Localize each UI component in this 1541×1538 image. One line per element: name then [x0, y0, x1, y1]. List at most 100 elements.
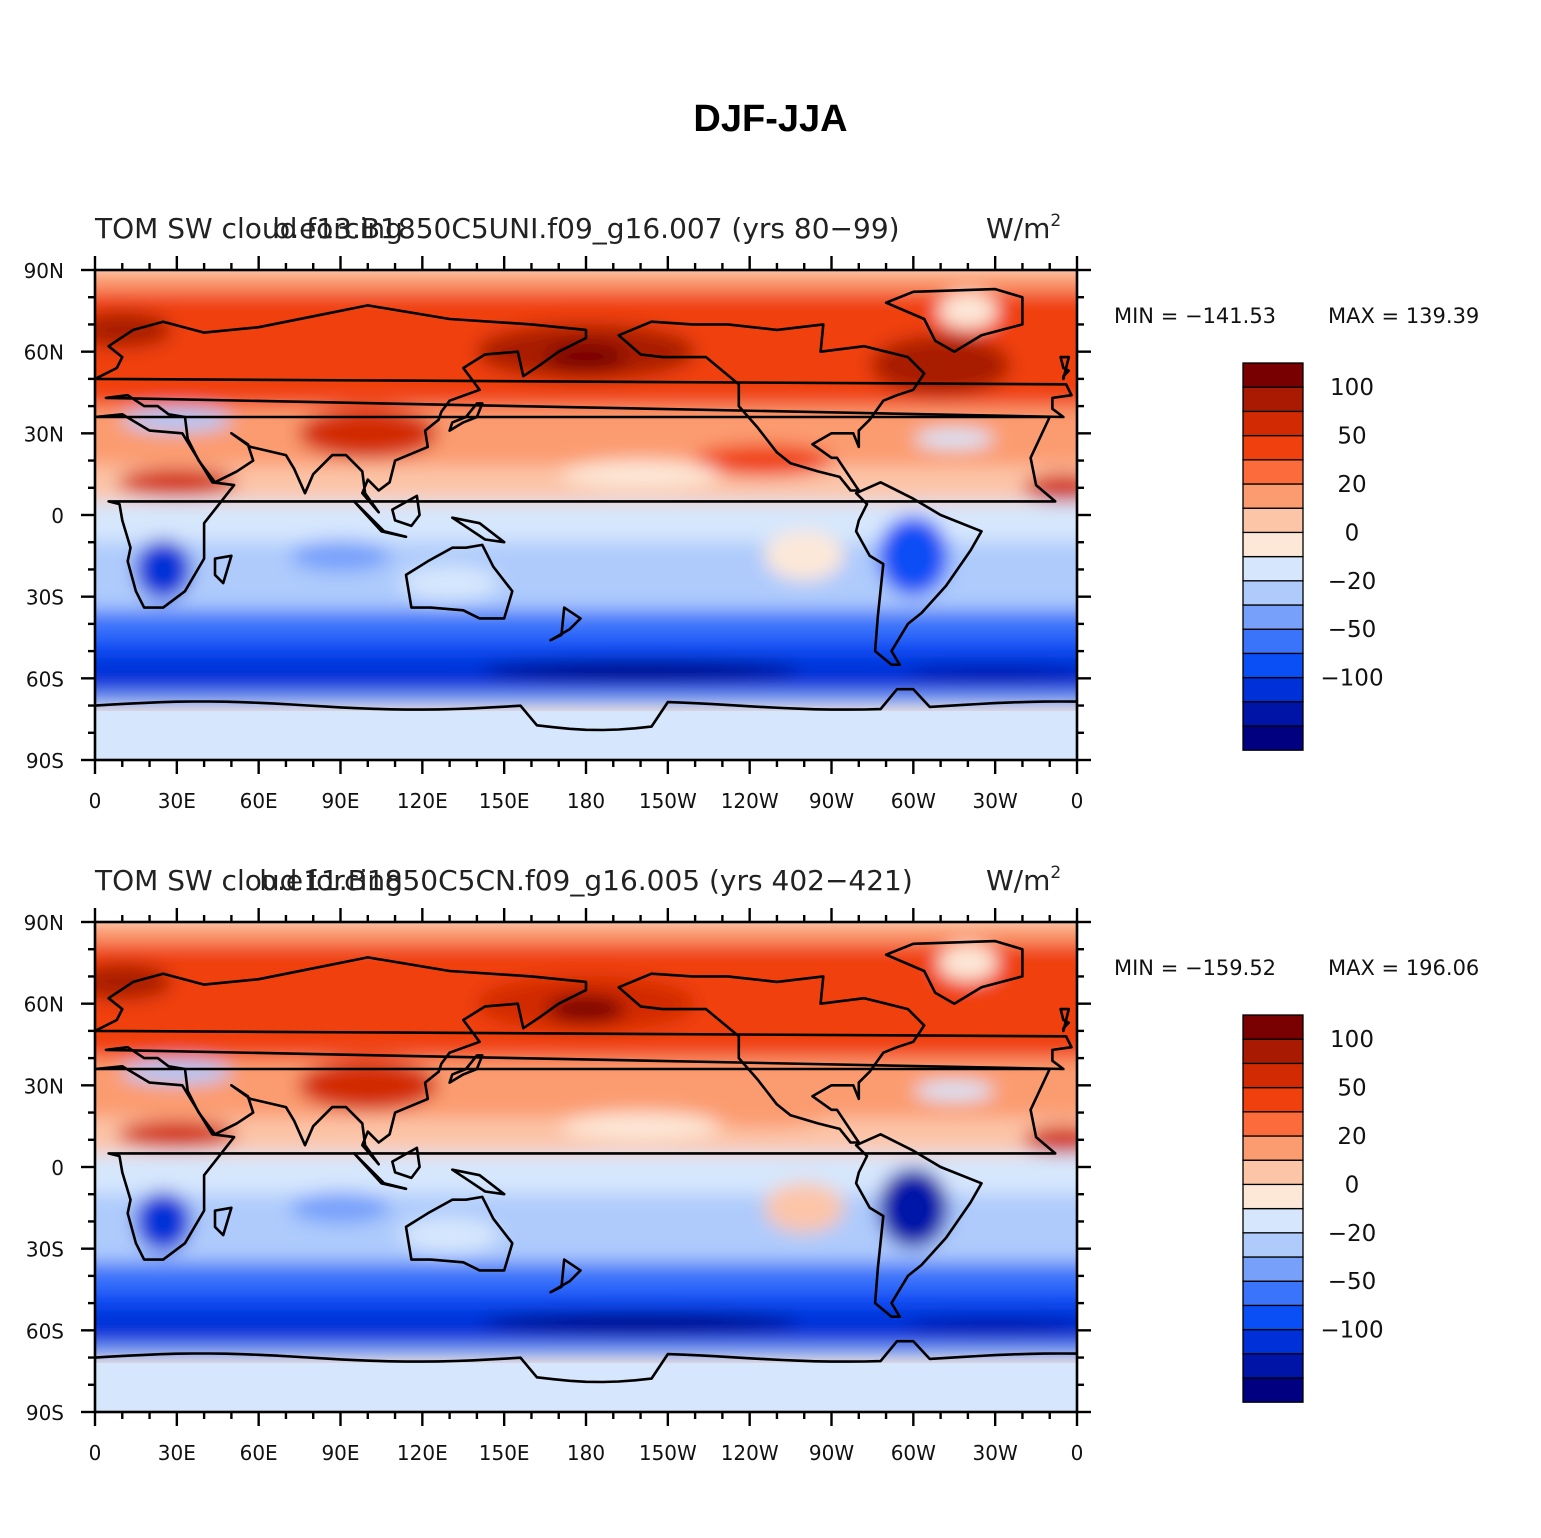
antarctica-coast: [95, 687, 1077, 732]
y-tick-label: 90S: [26, 749, 64, 773]
borneo-coast: [391, 1146, 421, 1180]
band-antarctic-edge: [95, 1343, 1077, 1358]
field-blobs: [95, 922, 1077, 1358]
y-tick-label: 60S: [26, 1319, 64, 1343]
eurasia-coast: [95, 956, 1073, 1166]
y-tick-label: 30S: [26, 1238, 64, 1262]
y-tick-label: 60S: [26, 667, 64, 691]
atlantic-storm-track: [870, 335, 1011, 396]
colorbar-swatch: [1242, 676, 1304, 703]
band-arctic: [95, 270, 1077, 292]
band-arctic: [95, 922, 1077, 944]
band-antarctic-edge: [95, 691, 1077, 706]
colorbar-swatch: [1242, 1207, 1304, 1234]
new-guinea-coast: [451, 516, 506, 544]
central-pacific-neutral: [560, 460, 721, 489]
panel-top-min: MIN = −141.53: [1114, 304, 1276, 328]
x-tick-label: 180: [567, 789, 605, 813]
central-pacific-neutral: [560, 1112, 721, 1141]
x-tick-label: 90E: [321, 789, 359, 813]
panel-top-units-text: W/m: [986, 212, 1050, 245]
field-blobs: [95, 270, 1077, 706]
new-zealand-coast: [549, 606, 582, 642]
colorbar-label: −50: [1328, 1269, 1377, 1295]
tick-marks: [81, 256, 1091, 774]
west-africa: [1023, 473, 1077, 502]
south-africa: [135, 539, 192, 600]
east-pacific: [693, 444, 834, 477]
indian-ocean: [290, 539, 391, 572]
y-tick-label: 0: [51, 1156, 64, 1180]
colorbar-swatch: [1242, 1353, 1304, 1379]
x-tick-label: 150E: [479, 1441, 530, 1465]
colorbar-top: −100 −50 −20 0 20 50 100: [1242, 362, 1384, 751]
y-tick-label: 30N: [24, 422, 64, 446]
africa-coast: [95, 1065, 1057, 1261]
pacific-core: [546, 343, 626, 372]
colorbar-label: −100: [1320, 666, 1383, 692]
colorbar-label: −100: [1320, 1318, 1383, 1344]
colorbar-bottom: −100 −50 −20 0 20 50 100: [1242, 1014, 1384, 1403]
asia-high: [297, 1060, 438, 1111]
band-south-sub: [95, 1194, 1077, 1263]
colorbar-swatch: [1242, 725, 1304, 751]
x-tick-label: 150W: [639, 1441, 697, 1465]
x-tick-label: 30W: [973, 789, 1018, 813]
caribbean: [914, 428, 995, 449]
southern-atlantic-core: [905, 1316, 1077, 1333]
colorbar-swatch: [1242, 1304, 1304, 1331]
field-layer: [95, 270, 1077, 760]
x-tick-label: 30E: [158, 789, 196, 813]
mediterranean: [121, 407, 232, 432]
x-tick-label: 60E: [240, 1441, 278, 1465]
colorbar-label: −20: [1328, 1221, 1377, 1247]
colorbar-label: 20: [1337, 472, 1366, 498]
y-tick-label: 60N: [24, 341, 64, 365]
borneo-coast: [391, 494, 421, 528]
band-south-mid: [95, 610, 1077, 638]
panel-bottom-units: W/m2: [986, 863, 1061, 897]
panel-top-units-exp: 2: [1050, 211, 1061, 231]
x-tick-label: 60W: [891, 1441, 936, 1465]
x-tick-label: 120W: [721, 789, 779, 813]
south-america: [878, 1167, 949, 1248]
colorbar-swatch: [1242, 604, 1304, 630]
x-tick-label: 30W: [973, 1441, 1018, 1465]
colorbar-swatch: [1242, 1280, 1304, 1307]
eurasia-coast: [95, 304, 1073, 514]
africa-coast: [95, 413, 1057, 609]
panel-bottom-title-left: TOM SW cloud forcing: [94, 864, 403, 897]
greenland: [937, 292, 998, 329]
field-layer: [95, 922, 1077, 1412]
greenland-coast: [884, 287, 1024, 353]
colorbar-swatch: [1242, 628, 1304, 655]
colorbar-swatch: [1242, 580, 1304, 606]
south-america: [878, 515, 949, 596]
north-america-coast: [617, 320, 926, 492]
panel-top-units: W/m2: [986, 211, 1061, 245]
y-tick-label: 30S: [26, 586, 64, 610]
x-tick-label: 180: [567, 1441, 605, 1465]
colorbar-swatch: [1242, 410, 1304, 437]
band-south-40s: [95, 637, 1077, 657]
colorbar-label: 0: [1345, 520, 1360, 546]
new-guinea-coast: [451, 1168, 506, 1196]
australia: [399, 1217, 500, 1254]
panel-top-title-center: b.e13.B1850C5UNI.f09_g16.007 (yrs 80−99): [272, 212, 899, 245]
x-tick-label: 0: [1071, 1441, 1084, 1465]
map-panel-top: 0 30E 60E 90E 120E 150E 180 150W 120W 90W 60W 30W 0 9…: [24, 256, 1091, 813]
panel-bottom-title-center: b.e11.B1850C5CN.f09_g16.005 (yrs 402−421…: [259, 864, 913, 897]
colorbar-swatch: [1242, 1062, 1304, 1089]
colorbar-swatch: [1242, 483, 1304, 509]
y-tick-label: 60N: [24, 993, 64, 1017]
australia-coast: [404, 543, 514, 620]
colorbar-swatch: [1242, 1328, 1304, 1355]
colorbar-swatch: [1242, 1111, 1304, 1137]
atlantic-storm-track: [870, 987, 1011, 1048]
southern-ocean-core: [480, 660, 801, 681]
sumatra-java-coast: [352, 500, 408, 539]
greenland: [937, 944, 998, 981]
tick-marks: [81, 908, 1091, 1426]
south-america-coast: [854, 1133, 983, 1318]
